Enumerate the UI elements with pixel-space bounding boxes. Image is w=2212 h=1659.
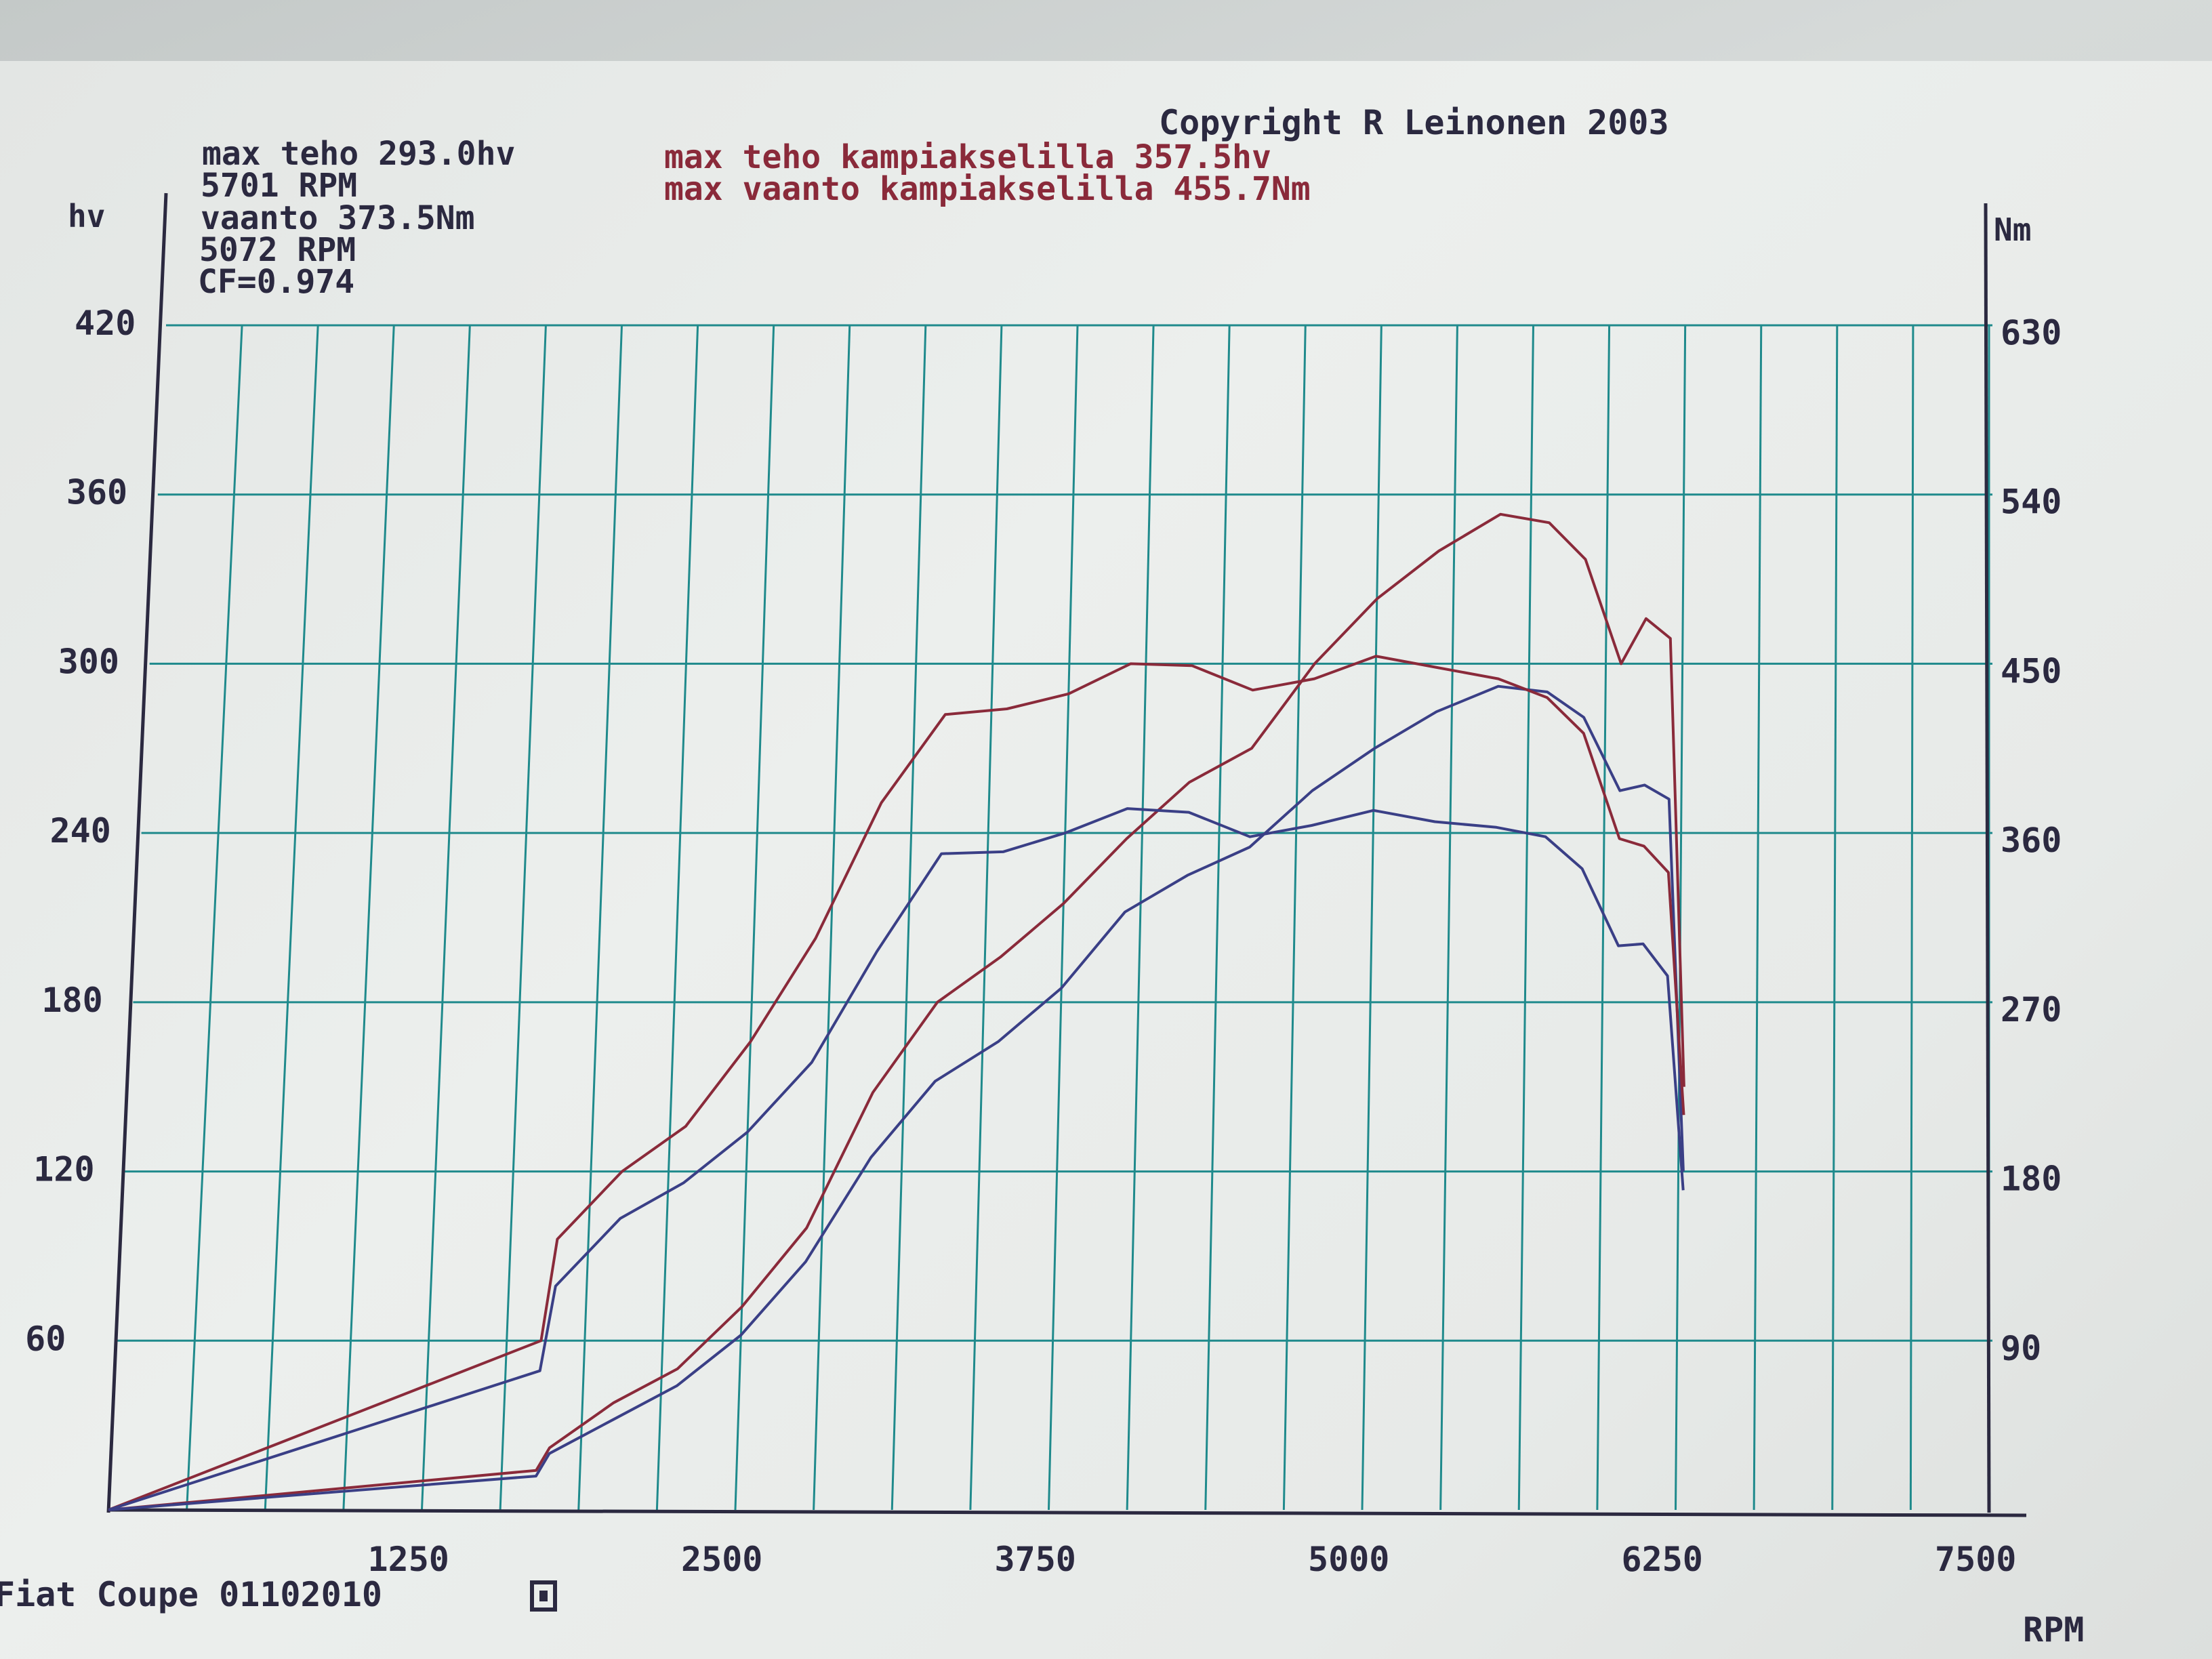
y-right-tick-label: 360: [2001, 821, 2062, 860]
grid-vline: [1439, 325, 1458, 1511]
grid-vline: [1126, 325, 1155, 1511]
grid-vline: [1909, 325, 1914, 1511]
x-tick-label: 1250: [368, 1540, 449, 1579]
grid-vline: [969, 325, 1003, 1511]
copyright-text: Copyright R Leinonen 2003: [1159, 103, 1669, 142]
x-tick-label: 7500: [1935, 1540, 2016, 1579]
grid-vline: [421, 325, 471, 1511]
grid-vline: [1675, 325, 1687, 1511]
y-left-tick-label: 360: [66, 473, 127, 512]
grid-vline: [1282, 325, 1307, 1511]
grid-vline: [577, 325, 623, 1511]
y-left-tick-label: 300: [58, 642, 119, 681]
grid-vline: [734, 325, 775, 1511]
y-left-tick-label: 420: [75, 304, 136, 343]
grid-vline: [1204, 325, 1231, 1511]
bottom-axis-line: [108, 1508, 2027, 1517]
y-right-tick-label: 540: [2001, 483, 2062, 522]
grid-vline: [264, 325, 319, 1511]
footer-label: Fiat Coupe 01102010: [0, 1575, 382, 1614]
y-left-title: hv: [68, 198, 105, 234]
grid-vline: [890, 325, 927, 1511]
grid-vline: [1361, 325, 1382, 1511]
series-line-4: [108, 807, 1685, 1511]
y-right-title: Nm: [1994, 211, 2031, 248]
grid: [117, 324, 1992, 1511]
footer-box-glyph-inner: [539, 1591, 548, 1601]
grid-vline: [186, 325, 243, 1511]
y-right-tick-label: 90: [2001, 1328, 2041, 1368]
grid-vline: [813, 325, 851, 1511]
right-axis-line: [1984, 203, 1991, 1513]
info-correction-factor: CF=0.974: [198, 263, 354, 301]
info-crank-power: max teho kampiakselilla 357.5hv: [664, 138, 1271, 176]
y-right-tick-label: 180: [2001, 1160, 2062, 1199]
series-line-2: [108, 684, 1685, 1511]
grid-vline: [655, 325, 699, 1511]
info-max-power: max teho 293.0hv: [202, 135, 515, 173]
x-tick-label: 3750: [995, 1540, 1076, 1579]
grid-vline: [1831, 325, 1839, 1511]
info-crank-torque: max vaanto kampiakselilla 455.7Nm: [664, 170, 1311, 208]
tick-labels: 1250 2500 3750 5000 6250 7500 60 120 180 240 300 36…: [25, 304, 2062, 1579]
x-title: RPM: [2023, 1610, 2084, 1650]
grid-vline: [499, 325, 547, 1511]
y-left-tick-label: 120: [33, 1150, 94, 1189]
y-right-tick-label: 630: [2001, 313, 2062, 352]
info-power-rpm: 5701 RPM: [201, 167, 357, 205]
y-left-tick-label: 240: [50, 811, 111, 851]
y-right-tick-label: 450: [2001, 651, 2062, 691]
y-right-tick-label: 270: [2001, 990, 2062, 1029]
grid-vline: [1753, 325, 1763, 1511]
x-tick-label: 2500: [681, 1540, 762, 1579]
grid-vline: [1048, 325, 1079, 1511]
y-left-tick-label: 60: [25, 1319, 66, 1358]
series: [108, 512, 1685, 1511]
series-line-3: [108, 655, 1685, 1511]
axes: [106, 192, 2027, 1517]
grid-vline: [342, 325, 395, 1511]
info-torque: vaanto 373.5Nm: [201, 199, 475, 237]
left-axis-line: [106, 192, 168, 1513]
grid-vline: [1517, 325, 1534, 1511]
footer-box-glyph: [530, 1580, 557, 1612]
grid-vline: [1596, 325, 1611, 1511]
y-left-tick-label: 180: [41, 981, 102, 1020]
info-torque-rpm: 5072 RPM: [199, 231, 356, 269]
x-tick-label: 5000: [1308, 1540, 1389, 1579]
x-tick-label: 6250: [1622, 1540, 1703, 1579]
